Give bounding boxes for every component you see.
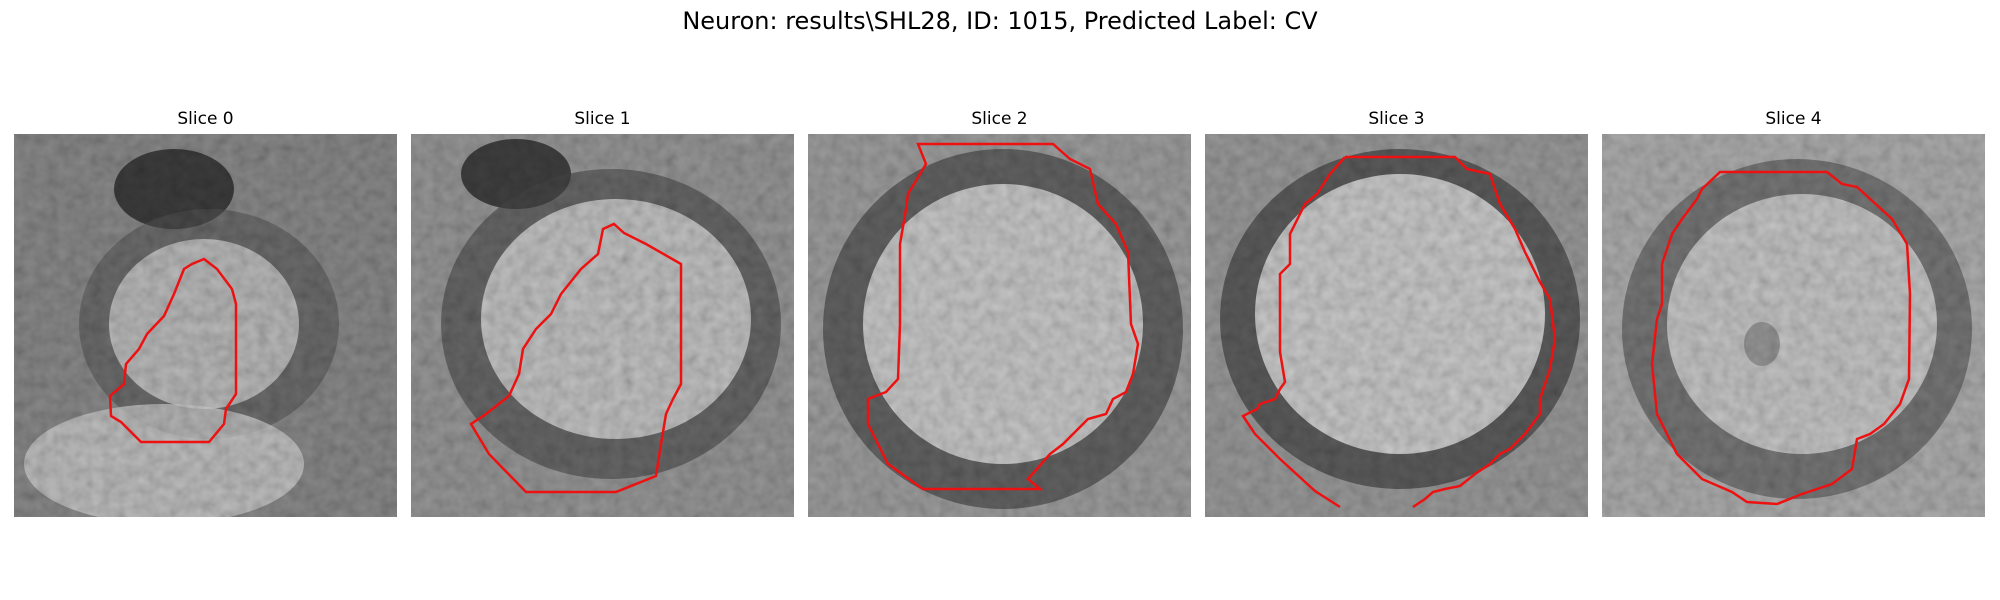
segmentation-contour-4 [1650, 170, 1912, 506]
slice-title-4: Slice 4 [1765, 109, 1822, 129]
em-slice-1 [411, 134, 794, 517]
slice-title-3: Slice 3 [1368, 109, 1425, 129]
segmentation-contour-2 [866, 142, 1140, 491]
slice-title-2: Slice 2 [971, 109, 1028, 129]
segmentation-contour-1 [469, 222, 683, 494]
slice-panel-1: Slice 1 [411, 108, 794, 517]
segmentation-contour-3 [1345, 155, 1557, 509]
slice-panel-4: Slice 4 [1602, 108, 1985, 517]
em-slice-0 [14, 134, 397, 517]
slice-panel-2: Slice 2 [808, 108, 1191, 517]
slice-title-1: Slice 1 [574, 109, 631, 129]
em-slice-3 [1205, 134, 1588, 517]
slice-panel-3: Slice 3 [1205, 108, 1588, 517]
slice-panel-0: Slice 0 [14, 108, 397, 517]
figure-title: Neuron: results\SHL28, ID: 1015, Predict… [682, 7, 1318, 35]
em-slice-2 [808, 134, 1191, 517]
em-slice-4 [1602, 134, 1985, 517]
slice-title-0: Slice 0 [177, 109, 234, 129]
segmentation-contour-0 [108, 257, 238, 444]
